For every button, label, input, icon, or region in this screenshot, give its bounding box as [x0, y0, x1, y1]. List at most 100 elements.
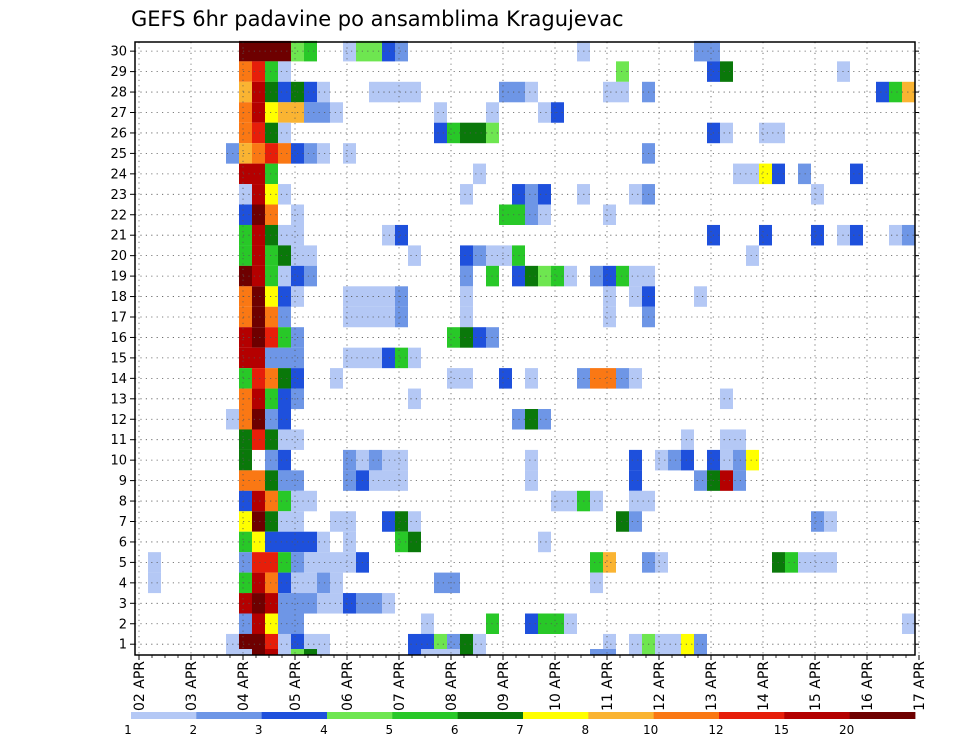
colorbar-label: 8 — [582, 723, 590, 737]
heatmap-cell — [733, 429, 746, 450]
heatmap-cell — [473, 245, 486, 266]
heatmap-cell — [278, 184, 291, 205]
heatmap-cell — [564, 490, 577, 512]
heatmap-cell — [395, 306, 408, 328]
colorbar-swatch — [719, 712, 785, 719]
y-tick-label: 19 — [110, 270, 127, 285]
heatmap-cell — [265, 511, 278, 532]
heatmap-cell — [148, 552, 161, 573]
y-tick-label: 25 — [110, 147, 127, 162]
heatmap-cell — [252, 102, 265, 123]
heatmap-cell — [252, 224, 265, 246]
heatmap-cell — [460, 286, 473, 307]
heatmap-cell — [382, 347, 395, 369]
heatmap-cell — [304, 552, 317, 573]
heatmap-cell — [434, 102, 447, 123]
heatmap-cell — [382, 286, 395, 307]
y-axis-ticks: 1234567891011121314151617181920212223242… — [110, 45, 919, 653]
heatmap-cell — [239, 184, 252, 205]
heatmap-cell — [629, 511, 642, 532]
heatmap-cell — [369, 347, 382, 369]
heatmap-cell — [681, 429, 694, 450]
heatmap-cell — [395, 40, 408, 62]
heatmap-cell — [733, 470, 746, 491]
y-tick-label: 22 — [110, 208, 127, 223]
heatmap-cell — [720, 61, 733, 82]
heatmap-cell — [499, 204, 512, 225]
heatmap-cell — [746, 245, 759, 266]
heatmap-cell — [902, 613, 915, 634]
heatmap-cell — [278, 490, 291, 512]
y-tick-label: 8 — [119, 495, 127, 510]
x-tick-label: 14 APR — [756, 661, 772, 711]
heatmap-cell — [252, 470, 265, 491]
heatmap-cell — [694, 633, 707, 655]
heatmap-cell — [759, 122, 772, 144]
x-tick-label: 06 APR — [340, 661, 356, 711]
heatmap-cell — [239, 122, 252, 144]
heatmap-cell — [720, 449, 733, 471]
heatmap-cell — [278, 265, 291, 287]
y-tick-label: 10 — [110, 454, 127, 469]
heatmap-cell — [616, 511, 629, 532]
y-tick-label: 3 — [119, 597, 127, 612]
heatmap-cell — [278, 327, 291, 348]
heatmap-cell — [343, 552, 356, 573]
heatmap-cell — [265, 327, 278, 348]
y-tick-label: 18 — [110, 290, 127, 305]
heatmap-cell — [382, 224, 395, 246]
y-tick-label: 26 — [110, 126, 127, 141]
heatmap-cell — [265, 347, 278, 369]
heatmap-cell — [629, 633, 642, 655]
heatmap-cell — [681, 449, 694, 471]
heatmap-cell — [447, 649, 460, 655]
y-tick-label: 2 — [119, 617, 127, 632]
heatmap-cell — [616, 81, 629, 103]
heatmap-cell — [382, 470, 395, 491]
heatmap-cell — [304, 490, 317, 512]
heatmap-cell — [317, 552, 330, 573]
heatmap-cell — [239, 306, 252, 328]
y-tick-label: 27 — [110, 106, 127, 121]
heatmap-cell — [525, 613, 538, 634]
heatmap-cell — [252, 572, 265, 594]
x-tick-label: 02 APR — [132, 661, 148, 711]
heatmap-cell — [239, 163, 252, 185]
heatmap-cell — [616, 265, 629, 287]
heatmap-cell — [330, 593, 343, 614]
heatmap-cell — [278, 81, 291, 103]
heatmap-cell — [239, 552, 252, 573]
heatmap-cell — [278, 613, 291, 634]
heatmap-cell — [408, 245, 421, 266]
heatmap-cell — [408, 347, 421, 369]
heatmap-cell — [629, 265, 642, 287]
heatmap-cell — [564, 265, 577, 287]
heatmap-cell — [239, 224, 252, 246]
x-tick-label: 16 APR — [860, 661, 876, 711]
heatmap-cell — [304, 40, 317, 62]
heatmap-cell — [785, 552, 798, 573]
heatmap-cell — [239, 286, 252, 307]
heatmap-cell — [460, 265, 473, 287]
heatmap-cell — [239, 388, 252, 410]
heatmap-cell — [408, 511, 421, 532]
heatmap-cell — [317, 593, 330, 614]
x-tick-label: 13 APR — [704, 661, 720, 711]
heatmap-cell — [603, 81, 616, 103]
heatmap-cell — [343, 40, 356, 62]
heatmap-cell — [538, 204, 551, 225]
heatmap-cell — [265, 40, 278, 62]
heatmap-cell — [278, 449, 291, 471]
heatmap-cell — [434, 122, 447, 144]
heatmap-cell — [239, 265, 252, 287]
heatmap-cell — [629, 490, 642, 512]
heatmap-cell — [551, 613, 564, 634]
heatmap-cell — [278, 572, 291, 594]
heatmap-cell — [694, 40, 707, 62]
x-tick-label: 08 APR — [444, 661, 460, 711]
heatmap-cell — [759, 163, 772, 185]
x-tick-label: 11 APR — [600, 661, 616, 711]
y-tick-label: 23 — [110, 188, 127, 203]
colorbar-label: 15 — [774, 723, 789, 737]
heatmap-cell — [408, 649, 421, 655]
